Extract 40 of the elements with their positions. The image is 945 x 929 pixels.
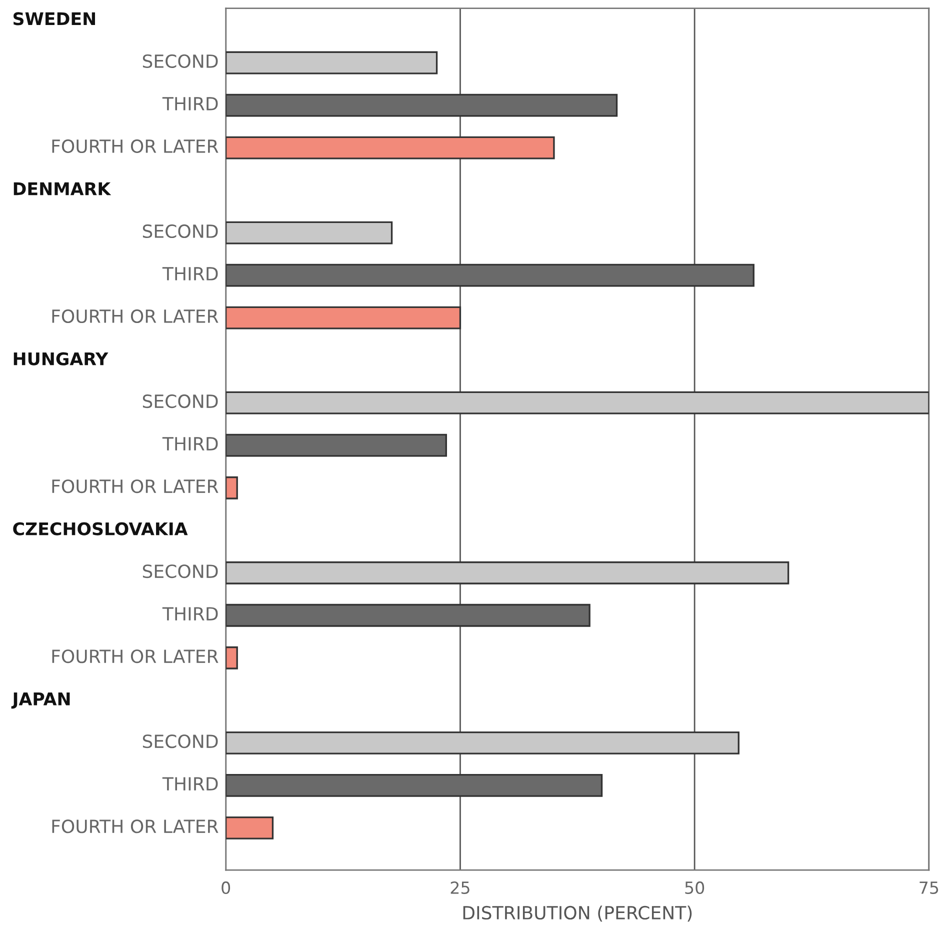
x-tick-label: 0	[222, 881, 230, 894]
bar	[226, 561, 790, 584]
y-tick-label: THIRD	[162, 607, 218, 620]
bar	[226, 816, 274, 840]
text: HUNGARY	[14, 352, 108, 366]
text: JAPAN	[11, 692, 70, 709]
y-tick-label: FOURTH OR LATER	[52, 649, 218, 664]
bar	[226, 476, 238, 500]
text: DENMARK	[14, 182, 112, 196]
y-tick-label: SECOND	[142, 54, 218, 68]
bar	[226, 221, 393, 244]
bar	[226, 136, 555, 160]
bar	[226, 604, 590, 627]
bar	[226, 646, 238, 670]
bar	[226, 434, 447, 457]
bar	[226, 94, 618, 117]
x-axis-title: DISTRIBUTION (PERCENT)	[463, 906, 692, 922]
y-tick-label: SECOND	[142, 734, 218, 748]
y-tick-label: THIRD	[162, 777, 218, 790]
y-tick-label: THIRD	[162, 267, 218, 280]
y-tick-label: FOURTH OR LATER	[52, 139, 218, 154]
x-tick-label: 75	[920, 882, 938, 894]
bar	[226, 391, 929, 414]
y-tick-label: FOURTH OR LATER	[52, 479, 218, 494]
y-tick-label: THIRD	[162, 437, 218, 450]
x-tick-label: 25	[450, 881, 470, 894]
bar	[226, 264, 754, 287]
bar	[226, 306, 462, 330]
y-tick-label: FOURTH OR LATER	[52, 820, 218, 834]
y-tick-label: SECOND	[142, 224, 218, 238]
y-tick-label: SECOND	[142, 564, 218, 578]
y-tick-label: THIRD	[162, 97, 218, 110]
x-tick-label: 50	[685, 881, 704, 894]
text: CZECHOSLOVAKIA	[13, 522, 188, 536]
bar	[226, 731, 740, 754]
y-tick-label: FOURTH OR LATER	[52, 309, 218, 324]
text: SWEDEN	[14, 12, 96, 26]
y-tick-label: SECOND	[142, 394, 218, 408]
bar	[226, 51, 438, 74]
bar	[226, 774, 603, 797]
